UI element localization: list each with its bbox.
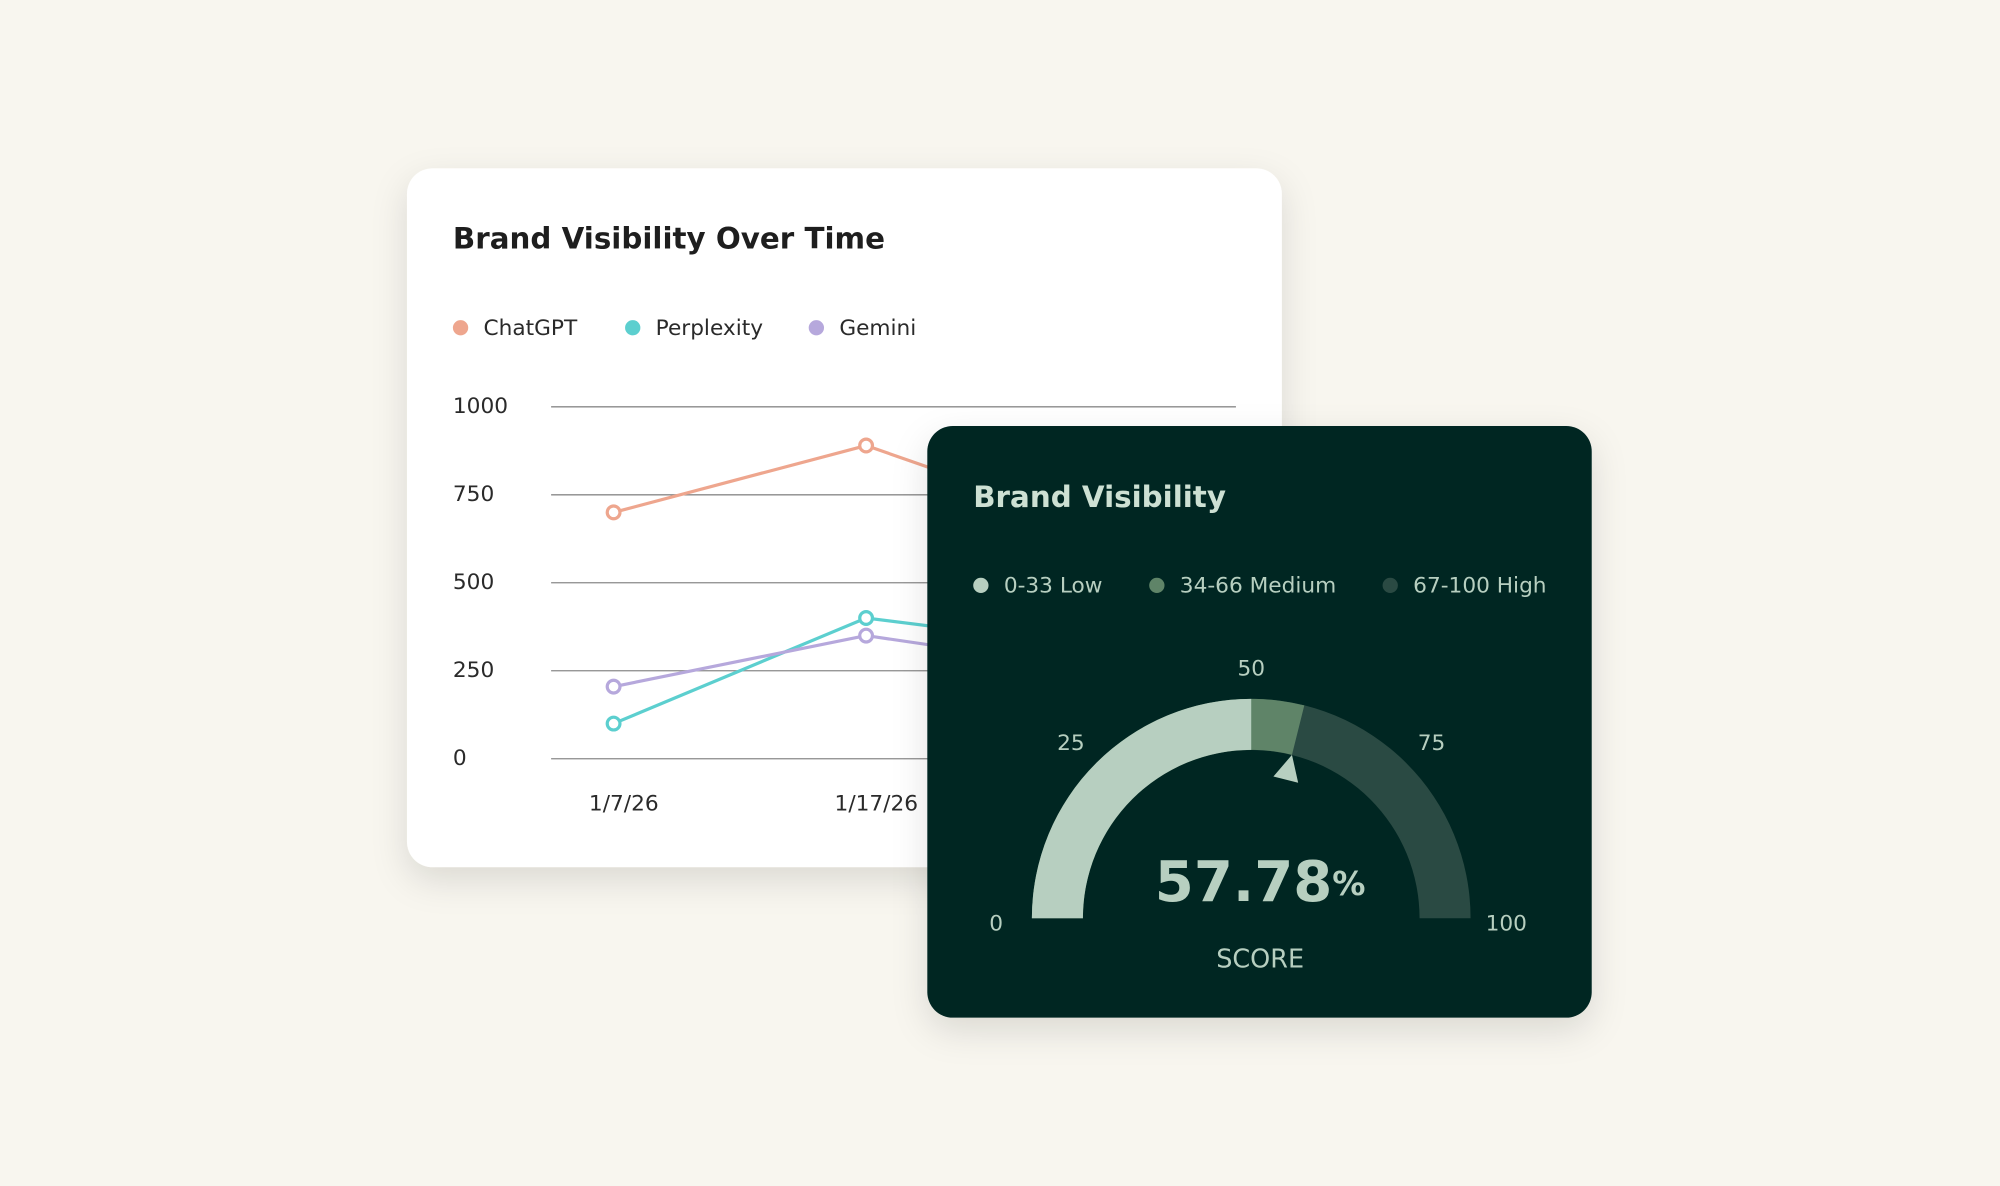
legend-label: 0-33 Low [1004, 574, 1103, 599]
x-tick-label: 1/7/26 [589, 792, 659, 817]
gauge-card: Brand Visibility 0-33 Low 34-66 Medium 67-… [927, 425, 1592, 1018]
legend-label: Perplexity [656, 316, 764, 341]
point [605, 678, 622, 695]
gauge-tick-label: 25 [1057, 731, 1085, 756]
y-tick-label: 0 [453, 746, 467, 771]
value: 57.78 [1155, 850, 1332, 915]
gauge-tick-label: 50 [1237, 657, 1265, 682]
point [858, 610, 875, 626]
legend-label: Gemini [839, 316, 916, 341]
x-tick-label: 1/17/26 [835, 792, 919, 817]
legend-dot [808, 320, 825, 336]
point [605, 504, 622, 521]
gauge-pointer [1273, 754, 1299, 783]
gauge-fill [1031, 698, 1252, 919]
point [858, 437, 875, 454]
y-tick-label: 500 [453, 570, 494, 595]
y-tick-label: 1000 [453, 394, 508, 419]
chart-title: Brand Visibility Over Time [453, 221, 885, 255]
legend-dot [973, 577, 989, 593]
gauge-caption: SCORE [1216, 944, 1304, 974]
point [858, 627, 875, 644]
legend-label: 34-66 Medium [1180, 574, 1336, 599]
legend-dot [1382, 577, 1398, 593]
y-tick-label: 750 [453, 482, 494, 507]
chart-title: Brand Visibility [973, 480, 1226, 514]
point [605, 715, 622, 732]
gauge-tick-label: 100 [1486, 912, 1527, 937]
unit: % [1332, 864, 1365, 903]
gauge-tick-label: 75 [1418, 731, 1446, 756]
gauge-tick-label: 0 [989, 912, 1003, 937]
legend-label: 67-100 High [1413, 574, 1546, 599]
legend-dot [452, 320, 469, 336]
legend-label: ChatGPT [484, 316, 578, 341]
legend-dot [625, 320, 641, 336]
legend-dot [1149, 577, 1165, 593]
y-tick-label: 250 [453, 658, 494, 683]
gauge-value-label: 57.78% [1155, 850, 1366, 915]
